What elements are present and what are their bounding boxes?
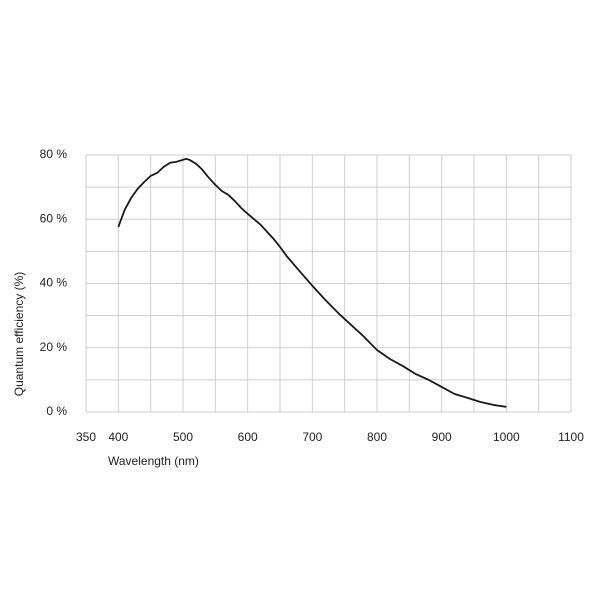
- x-tick-label: 1000: [493, 430, 520, 444]
- x-tick-label: 800: [367, 430, 387, 444]
- y-tick-label: 80 %: [40, 147, 68, 161]
- y-tick-label: 40 %: [40, 276, 68, 290]
- x-tick-label: 900: [432, 430, 452, 444]
- x-tick-label: 1100: [558, 430, 584, 444]
- y-tick-label: 20 %: [40, 340, 68, 354]
- x-tick-label: 350: [76, 430, 96, 444]
- x-tick-label: 700: [302, 430, 322, 444]
- y-axis-label: Quantum efficiency (%): [12, 272, 26, 397]
- y-tick-label: 60 %: [40, 211, 68, 225]
- x-axis-label: Wavelength (nm): [108, 454, 199, 468]
- x-tick-label: 600: [238, 430, 258, 444]
- data-line: [117, 157, 507, 408]
- x-tick-label: 500: [173, 430, 193, 444]
- y-tick-label: 0 %: [46, 404, 67, 418]
- x-tick-label: 400: [108, 430, 128, 444]
